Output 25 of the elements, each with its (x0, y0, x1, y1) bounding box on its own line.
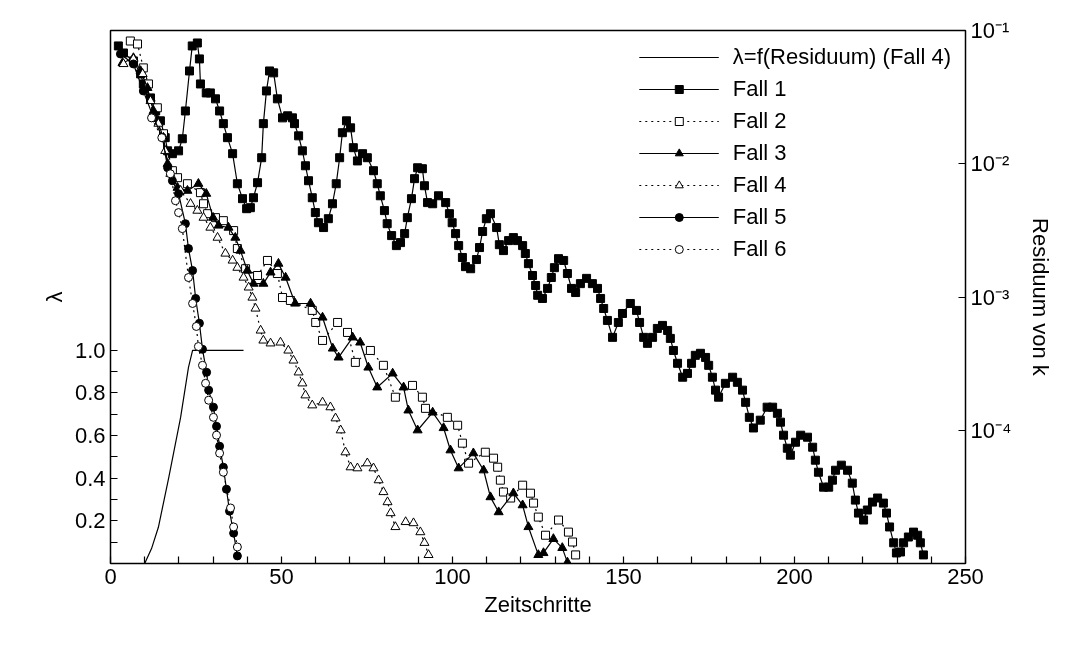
y-tick-label: 0.6 (74, 423, 106, 449)
x-tick-label: 100 (434, 563, 471, 589)
y2-tick-label: 10⁻⁴ (970, 417, 1012, 443)
y2-tick-label: 10⁻³ (970, 284, 1010, 310)
y-tick-label: 0.2 (74, 508, 106, 534)
legend-label: Fall 3 (732, 140, 787, 166)
y-tick-label: 0.4 (74, 465, 106, 491)
legend-label: Fall 6 (732, 236, 787, 262)
x-tick-label: 150 (605, 563, 642, 589)
legend-label: Fall 5 (732, 204, 787, 230)
x-tick-label: 200 (776, 563, 813, 589)
y-axis-title: λ (41, 291, 67, 303)
legend-label: Fall 2 (732, 108, 787, 134)
y2-axis-title: Residuum von k (1028, 218, 1054, 377)
x-axis-title: Zeitschritte (484, 591, 592, 617)
y-tick-label: 1.0 (74, 337, 106, 363)
x-tick-label: 50 (269, 563, 294, 589)
x-tick-label: 250 (947, 563, 984, 589)
y-tick-label: 0.8 (74, 380, 106, 406)
legend-label: λ=f(Residuum) (Fall 4) (732, 44, 951, 70)
y2-tick-label: 10⁻² (970, 151, 1010, 177)
legend-label: Fall 1 (732, 76, 787, 102)
legend-label: Fall 4 (732, 172, 787, 198)
x-tick-label: 0 (104, 563, 117, 589)
y2-tick-label: 10⁻¹ (970, 18, 1010, 43)
